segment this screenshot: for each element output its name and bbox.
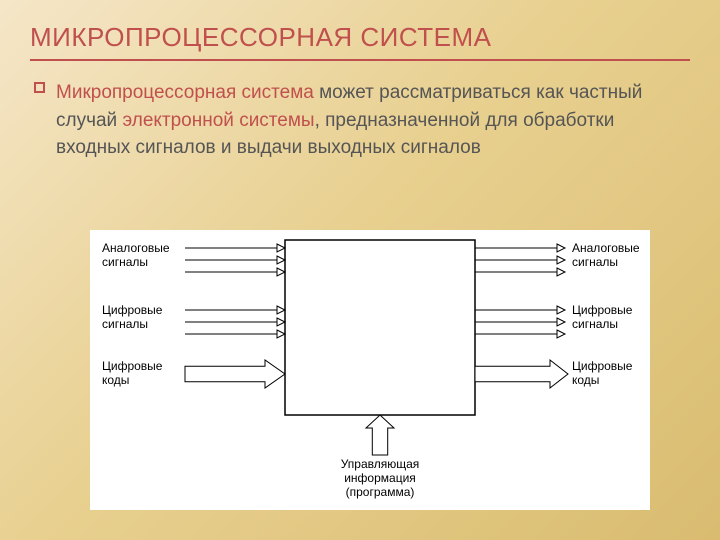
arrow-head-icon xyxy=(277,330,285,338)
bullet-icon xyxy=(34,82,45,93)
arrow-head-icon xyxy=(277,318,285,326)
io-label: Цифровые xyxy=(102,303,163,317)
io-label: сигналы xyxy=(572,255,618,269)
control-label: Управляющая xyxy=(341,457,420,471)
arrow-head-icon xyxy=(557,330,565,338)
control-label: информация xyxy=(344,471,416,485)
control-label: (программа) xyxy=(346,485,415,499)
central-box xyxy=(285,240,475,415)
title-underline xyxy=(30,59,690,61)
slide-title: МИКРОПРОЦЕССОРНАЯ СИСТЕМА xyxy=(0,0,720,59)
io-label: Аналоговые xyxy=(102,241,170,255)
io-label: Аналоговые xyxy=(572,241,640,255)
arrow-head-icon xyxy=(557,244,565,252)
io-label: сигналы xyxy=(102,255,148,269)
block-arrow xyxy=(475,360,568,388)
arrow-head-icon xyxy=(277,306,285,314)
arrow-head-icon xyxy=(277,244,285,252)
arrow-head-icon xyxy=(557,256,565,264)
io-label: сигналы xyxy=(102,317,148,331)
arrow-head-icon xyxy=(557,318,565,326)
arrow-head-icon xyxy=(277,256,285,264)
io-label: коды xyxy=(572,373,599,387)
body-paragraph: Микропроцессорная система может рассматр… xyxy=(0,79,720,162)
arrow-head-icon xyxy=(277,268,285,276)
diagram-container: АналоговыесигналыЦифровыесигналыЦифровые… xyxy=(90,230,650,510)
body-seg3: электронной системы xyxy=(122,110,314,131)
io-label: Цифровые xyxy=(572,303,633,317)
diagram-svg: АналоговыесигналыЦифровыесигналыЦифровые… xyxy=(90,230,650,510)
block-arrow xyxy=(185,360,285,388)
arrow-head-icon xyxy=(557,268,565,276)
io-label: Цифровые xyxy=(102,359,163,373)
arrow-head-icon xyxy=(557,306,565,314)
io-label: Цифровые xyxy=(572,359,633,373)
io-label: сигналы xyxy=(572,317,618,331)
block-arrow-up xyxy=(366,415,394,455)
io-label: коды xyxy=(102,373,129,387)
body-seg1: Микропроцессорная система xyxy=(56,82,314,103)
